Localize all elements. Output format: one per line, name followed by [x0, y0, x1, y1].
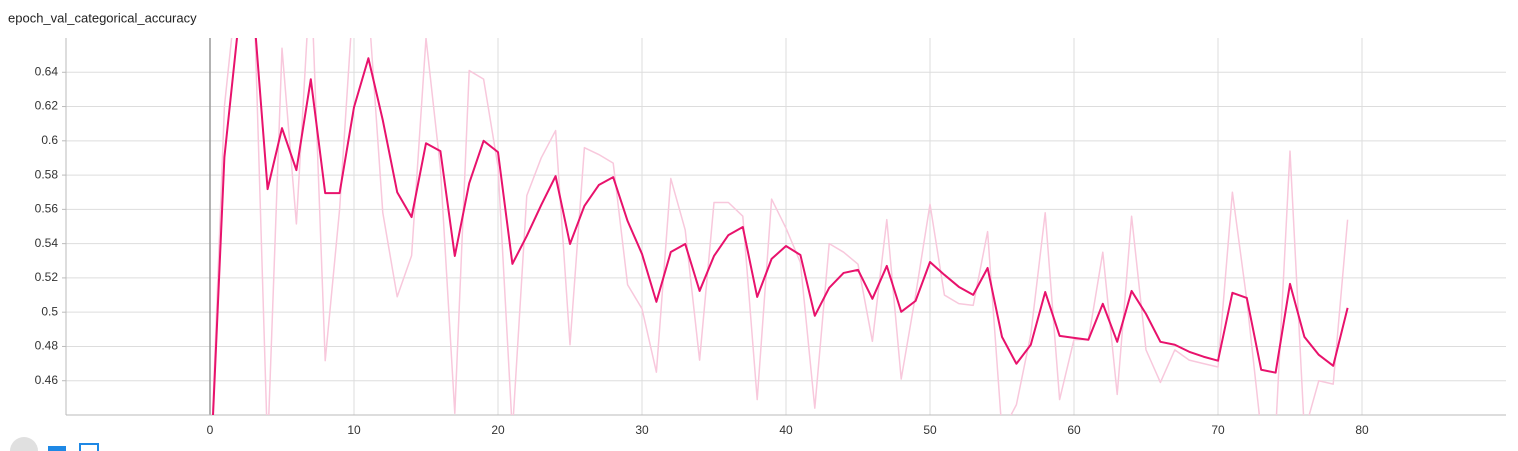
x-tick-label: 80: [1355, 423, 1369, 437]
y-tick-label: 0.64: [35, 64, 59, 78]
y-tick-label: 0.62: [35, 99, 59, 113]
x-tick-label: 20: [491, 423, 505, 437]
y-tick-label: 0.6: [41, 133, 58, 147]
x-tick-label: 50: [923, 423, 937, 437]
series-line: [211, 38, 1349, 415]
x-tick-label: 30: [635, 423, 649, 437]
plot-area: [211, 38, 1349, 415]
x-tick-label: 10: [347, 423, 361, 437]
y-tick-label: 0.46: [35, 373, 59, 387]
x-tick-label: 60: [1067, 423, 1081, 437]
toolbar: [10, 437, 99, 451]
x-tick-label: 0: [207, 423, 214, 437]
series-line: [212, 38, 1349, 415]
x-tick-label: 70: [1211, 423, 1225, 437]
y-tick-label: 0.52: [35, 270, 59, 284]
expand-button[interactable]: [10, 437, 38, 451]
y-tick-label: 0.5: [41, 304, 58, 318]
x-tick-label: 40: [779, 423, 793, 437]
fit-button[interactable]: [79, 443, 99, 451]
grid: 0.46 0.48 0.5 0.52 0.54 0.56 0.58 0.6 0.62 0.64 0 1…: [35, 38, 1506, 437]
y-tick-label: 0.48: [35, 339, 59, 353]
chart-title: epoch_val_categorical_accuracy: [8, 10, 197, 25]
y-tick-label: 0.58: [35, 167, 59, 181]
y-tick-label: 0.56: [35, 202, 59, 216]
log-button[interactable]: [48, 446, 66, 451]
y-tick-label: 0.54: [35, 236, 59, 250]
